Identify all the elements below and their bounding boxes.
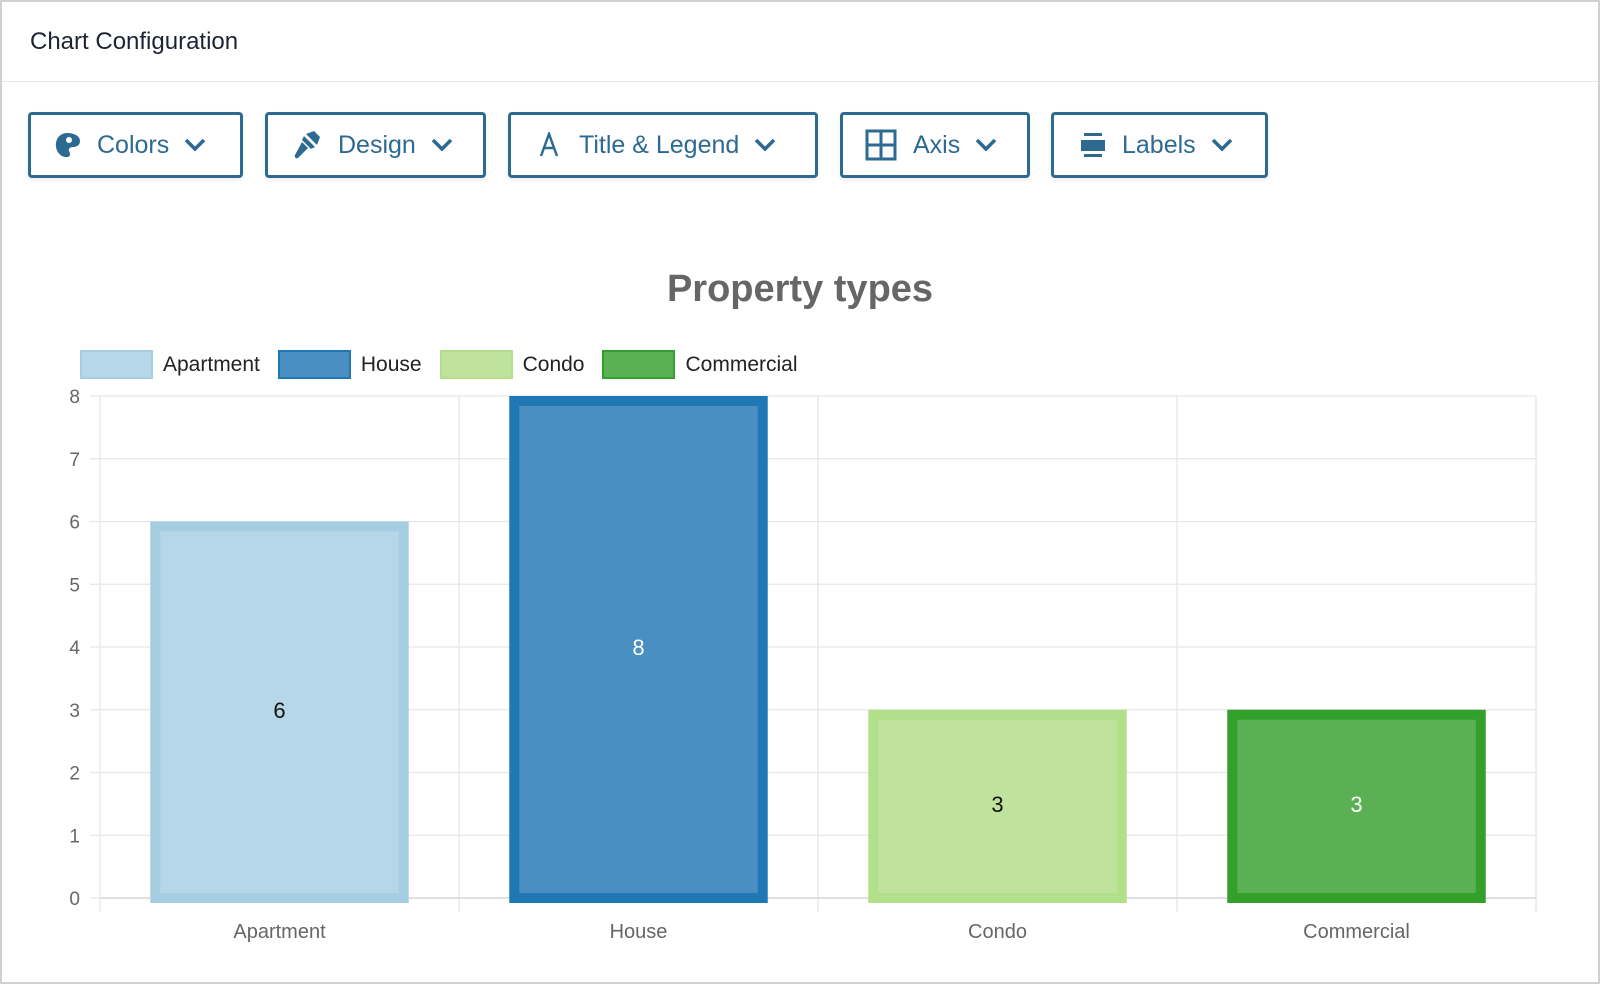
labels-button-label: Labels [1122,130,1196,159]
legend-label: Apartment [163,352,260,376]
legend-label: Commercial [685,352,798,376]
title-legend-button-label: Title & Legend [579,130,740,159]
legend-item-house[interactable]: House [277,350,422,379]
legend-item-apartment[interactable]: Apartment [80,350,260,379]
chart-title: Property types [666,268,934,310]
axis-button-label: Axis [913,130,961,159]
legend-swatch [602,350,676,379]
design-button-label: Design [338,130,416,159]
legend-item-commercial[interactable]: Commercial [602,350,798,379]
labels-dropdown-button[interactable]: Labels [1051,112,1268,178]
font-icon [539,132,559,157]
grid-icon [865,129,897,161]
title-legend-dropdown-button[interactable]: Title & Legend [508,112,818,178]
axis-dropdown-button[interactable]: Axis [840,112,1030,178]
chevron-down-icon [431,138,453,152]
palette-icon [55,133,80,158]
chevron-down-icon [975,138,997,152]
design-dropdown-button[interactable]: Design [265,112,486,178]
panel-header: Chart Configuration [2,2,1598,82]
chevron-down-icon [1211,138,1232,152]
chevron-down-icon [185,138,206,152]
legend-label: House [360,352,422,376]
paintbrush-icon [294,131,320,159]
legend-label: Condo [522,352,585,376]
labels-icon [1081,133,1105,157]
legend-swatch [80,350,153,379]
legend-item-condo[interactable]: Condo [439,350,585,379]
legend-swatch [277,350,351,379]
chevron-down-icon [755,138,776,152]
colors-dropdown-button[interactable]: Colors [28,112,243,178]
chart-legend: Apartment House Condo Commercial [80,350,816,379]
colors-button-label: Colors [97,130,170,159]
panel-title: Chart Configuration [30,28,239,55]
legend-swatch [439,350,513,379]
